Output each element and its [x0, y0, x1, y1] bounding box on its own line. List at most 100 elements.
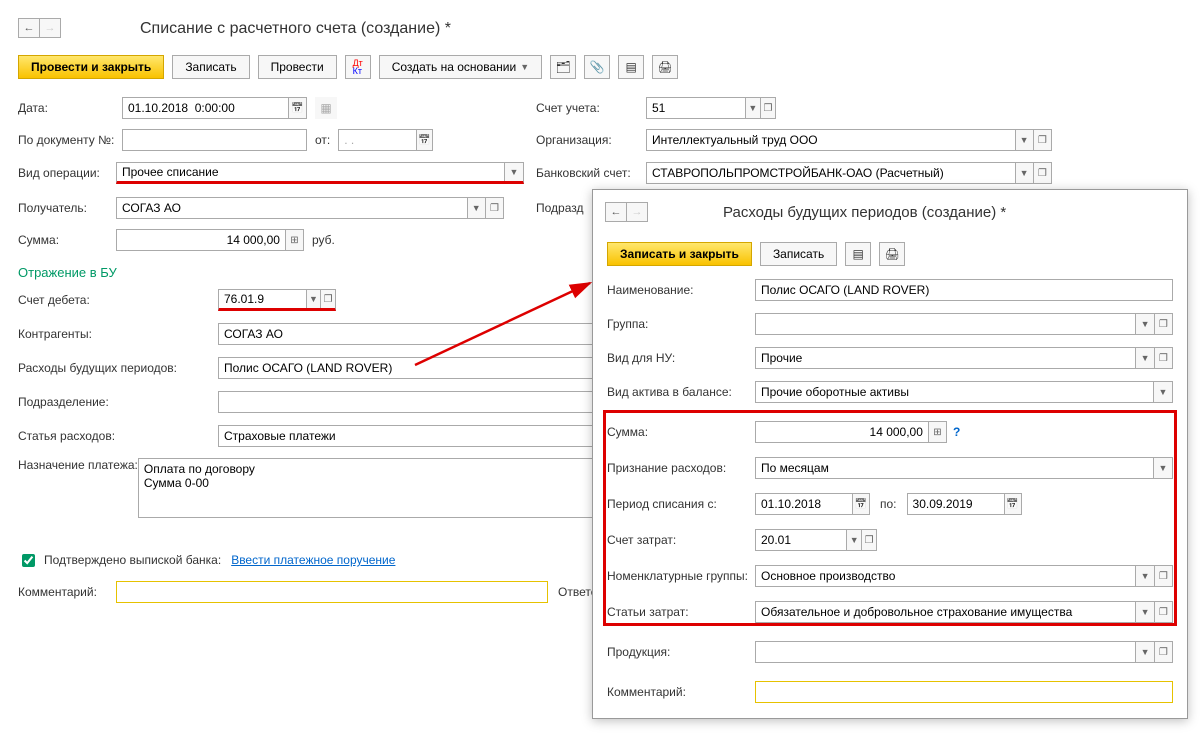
arrow-annotation: [410, 275, 600, 375]
dropdown-icon[interactable]: ▼: [1015, 163, 1033, 183]
date-input[interactable]: [123, 98, 288, 118]
cost-acct-label: Счет затрат:: [607, 533, 755, 547]
modal-nav-fwd[interactable]: →: [626, 202, 648, 222]
cost-acct-input[interactable]: [756, 530, 846, 550]
dropdown-icon[interactable]: ▼: [1135, 602, 1153, 622]
calc-icon[interactable]: ⊞: [928, 422, 946, 442]
dropdown-icon[interactable]: ▼: [1135, 642, 1153, 662]
counter-label: Контрагенты:: [18, 327, 218, 341]
open-icon[interactable]: ❐: [1033, 130, 1051, 150]
structure-icon[interactable]: 🗂: [550, 55, 576, 79]
bank-input[interactable]: [647, 163, 1015, 183]
prod-input[interactable]: [756, 642, 1135, 662]
dropdown-icon[interactable]: ▼: [1015, 130, 1033, 150]
save-button[interactable]: Записать: [172, 55, 249, 79]
open-icon[interactable]: ❐: [1033, 163, 1051, 183]
modal-title: Расходы будущих периодов (создание) *: [723, 204, 1006, 221]
dropdown-icon[interactable]: ▼: [1135, 314, 1153, 334]
open-icon[interactable]: ❐: [1154, 602, 1172, 622]
modal-print-icon[interactable]: 🖨: [879, 242, 905, 266]
m-comment-label: Комментарий:: [607, 685, 755, 699]
org-input[interactable]: [647, 130, 1015, 150]
dept-input[interactable]: [219, 392, 600, 412]
period-from-input[interactable]: [756, 494, 852, 514]
calendar-icon[interactable]: [1004, 494, 1021, 514]
doc-input[interactable]: [123, 130, 306, 150]
dropdown-icon[interactable]: ▼: [745, 98, 760, 118]
help-icon[interactable]: ?: [953, 425, 960, 439]
m-comment-input[interactable]: [756, 682, 1172, 702]
modal-save-button[interactable]: Записать: [760, 242, 837, 266]
from-input[interactable]: [339, 130, 416, 150]
doc-label: По документу №:: [18, 133, 122, 147]
period-to-label: по:: [880, 497, 897, 511]
recipient-input[interactable]: [117, 198, 467, 218]
dropdown-icon[interactable]: ▼: [504, 163, 523, 181]
org-label: Организация:: [536, 133, 646, 147]
purpose-textarea[interactable]: [138, 458, 661, 518]
asset-input[interactable]: [756, 382, 1153, 402]
prod-label: Продукция:: [607, 645, 755, 659]
acct-label: Счет учета:: [536, 101, 646, 115]
group-input[interactable]: [756, 314, 1135, 334]
debit-input[interactable]: [219, 290, 306, 308]
section-title: Отражение в БУ: [18, 265, 117, 280]
submit-close-button[interactable]: Провести и закрыть: [18, 55, 164, 79]
nav-fwd-button[interactable]: →: [39, 18, 61, 38]
rbp-label: Расходы будущих периодов:: [18, 361, 218, 375]
period-to-input[interactable]: [908, 494, 1004, 514]
dropdown-icon[interactable]: ▼: [306, 290, 321, 308]
list-icon[interactable]: ▤: [618, 55, 644, 79]
calendar-icon[interactable]: [852, 494, 869, 514]
comment-input[interactable]: [117, 582, 547, 602]
acct-input[interactable]: [647, 98, 745, 118]
sum-input[interactable]: [117, 230, 285, 250]
open-icon[interactable]: ❐: [760, 98, 775, 118]
cost-item-input[interactable]: [756, 602, 1135, 622]
exp-input[interactable]: [219, 426, 600, 446]
m-sum-input[interactable]: [756, 422, 928, 442]
dropdown-icon[interactable]: ▼: [467, 198, 485, 218]
open-icon[interactable]: ❐: [861, 530, 876, 550]
open-icon[interactable]: ❐: [1154, 348, 1172, 368]
calendar-icon[interactable]: [288, 98, 306, 118]
confirm-checkbox[interactable]: Подтверждено выпиской банка:: [18, 551, 221, 570]
attach-icon[interactable]: 📎: [584, 55, 610, 79]
dropdown-icon[interactable]: ▼: [846, 530, 861, 550]
calc-icon[interactable]: ⊞: [285, 230, 303, 250]
dropdown-icon[interactable]: ▼: [1135, 566, 1153, 586]
date-aux-icon[interactable]: ▦: [315, 97, 337, 119]
window-title: Списание с расчетного счета (создание) *: [140, 20, 451, 38]
nom-input[interactable]: [756, 566, 1135, 586]
modal-list-icon[interactable]: ▤: [845, 242, 871, 266]
open-icon[interactable]: ❐: [1154, 642, 1172, 662]
create-on-button[interactable]: Создать на основании ▼: [379, 55, 542, 79]
main-toolbar: Провести и закрыть Записать Провести ДтК…: [18, 55, 678, 79]
name-input[interactable]: [756, 280, 1172, 300]
dtkt-button[interactable]: ДтКт: [345, 55, 371, 79]
calendar-icon[interactable]: [416, 130, 432, 150]
print-icon[interactable]: 🖨: [652, 55, 678, 79]
nav-back-button[interactable]: ←: [18, 18, 40, 38]
dropdown-icon[interactable]: ▼: [1135, 348, 1153, 368]
dropdown-icon[interactable]: ▼: [1153, 382, 1172, 402]
open-icon[interactable]: ❐: [320, 290, 335, 308]
from-label: от:: [315, 133, 330, 147]
name-label: Наименование:: [607, 283, 755, 297]
post-button[interactable]: Провести: [258, 55, 337, 79]
debit-label: Счет дебета:: [18, 293, 218, 307]
open-icon[interactable]: ❐: [485, 198, 503, 218]
sum-label: Сумма:: [18, 233, 116, 247]
optype-input[interactable]: [117, 163, 504, 181]
dropdown-icon[interactable]: ▼: [1153, 458, 1172, 478]
recog-label: Признание расходов:: [607, 461, 755, 475]
nu-input[interactable]: [756, 348, 1135, 368]
enter-payment-link[interactable]: Ввести платежное поручение: [231, 553, 395, 567]
open-icon[interactable]: ❐: [1154, 566, 1172, 586]
rbp-modal: ← → Расходы будущих периодов (создание) …: [592, 189, 1188, 719]
recog-input[interactable]: [756, 458, 1153, 478]
cost-item-label: Статьи затрат:: [607, 605, 755, 619]
modal-save-close-button[interactable]: Записать и закрыть: [607, 242, 752, 266]
modal-nav-back[interactable]: ←: [605, 202, 627, 222]
open-icon[interactable]: ❐: [1154, 314, 1172, 334]
